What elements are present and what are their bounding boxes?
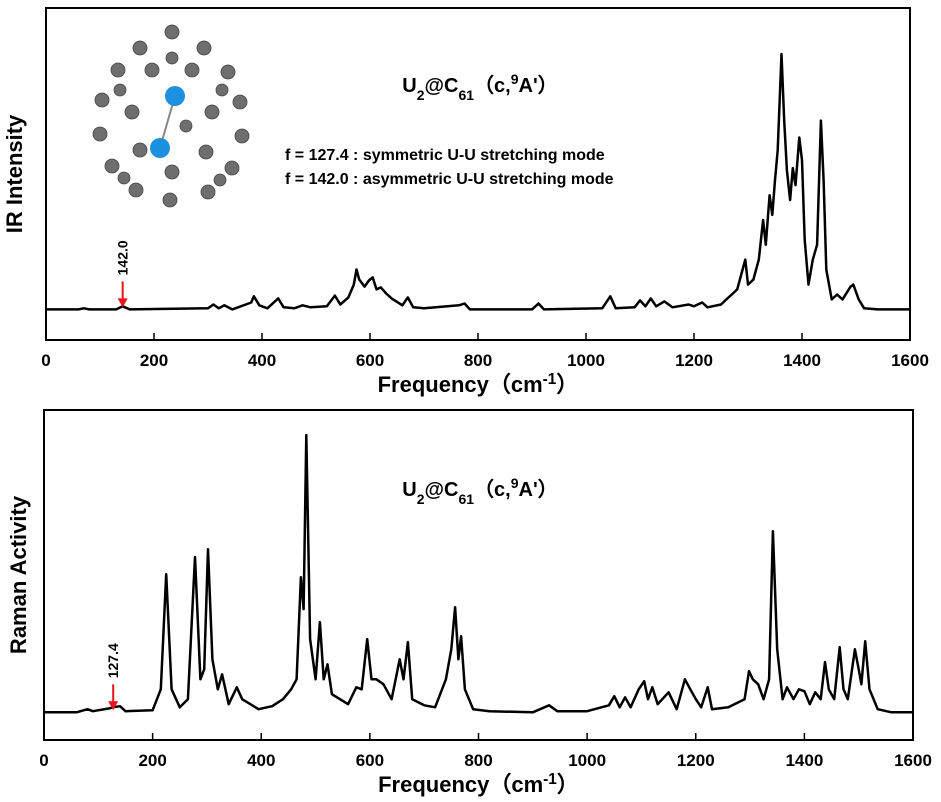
arrow-label: 142.0 [115,240,131,275]
text-part: -1 [543,771,557,788]
text-part: Frequency（cm [378,772,543,797]
chart-title: U2@C61（c,9A'） [402,71,557,103]
text-part: 61 [458,491,474,507]
x-tick-label: 1600 [891,351,929,370]
spectrum-line [44,435,913,712]
x-tick-label: 1200 [677,751,715,770]
x-tick-label: 1000 [568,751,606,770]
text-part: @C [425,75,459,97]
uranium-atom [150,138,170,158]
x-tick-label: 0 [41,351,50,370]
text-part: （c, [474,478,511,501]
x-tick-label: 600 [356,751,384,770]
chart-title: U2@C61（c,9A'） [402,475,557,507]
x-tick-label: 400 [247,751,275,770]
text-part: 2 [417,491,425,507]
x-tick-label: 0 [39,751,48,770]
text-part: 9 [511,71,519,87]
text-part: -1 [543,371,557,388]
x-tick-label: 400 [248,351,276,370]
x-tick-label: 1200 [675,351,713,370]
text-part: （c, [474,74,511,97]
annotation: f = 142.0 : asymmetric U-U stretching mo… [285,171,614,188]
text-part: ） [556,372,578,397]
x-tick-label: 800 [464,751,492,770]
x-tick-label: 1400 [785,751,823,770]
molecule-illustration [93,25,249,207]
x-tick-label: 600 [356,351,384,370]
x-tick-label: 200 [138,751,166,770]
y-axis-label: Raman Activity [6,495,31,654]
text-part: A'） [519,74,558,97]
figure: 0 200 400 600 800 1000 1200 1400 1600 Frequency（c… [0,0,941,802]
text-part: @C [425,479,459,501]
annotation: f = 127.4 : symmetric U-U stretching mod… [285,147,605,164]
text-part: A'） [519,478,558,501]
text-part: Frequency（cm [378,372,543,397]
x-axis-label: Frequency（cm-1） [378,771,579,798]
y-axis-label: IR Intensity [2,114,27,233]
text-part: U [402,75,416,97]
text-part: 2 [417,87,425,103]
text-part: 61 [458,87,474,103]
x-tick-label: 200 [140,351,168,370]
x-tick-label: 1400 [783,351,821,370]
uranium-atom [165,86,185,106]
x-tick-label: 1600 [894,751,932,770]
x-axis-label: Frequency（cm-1） [378,371,579,398]
x-tick-label: 1000 [567,351,605,370]
text-part: ） [557,772,579,797]
arrow-head [118,298,128,307]
text-part: U [402,479,416,501]
x-tick-label: 800 [464,351,492,370]
arrow-label: 127.4 [105,643,121,678]
text-part: 9 [511,475,519,491]
